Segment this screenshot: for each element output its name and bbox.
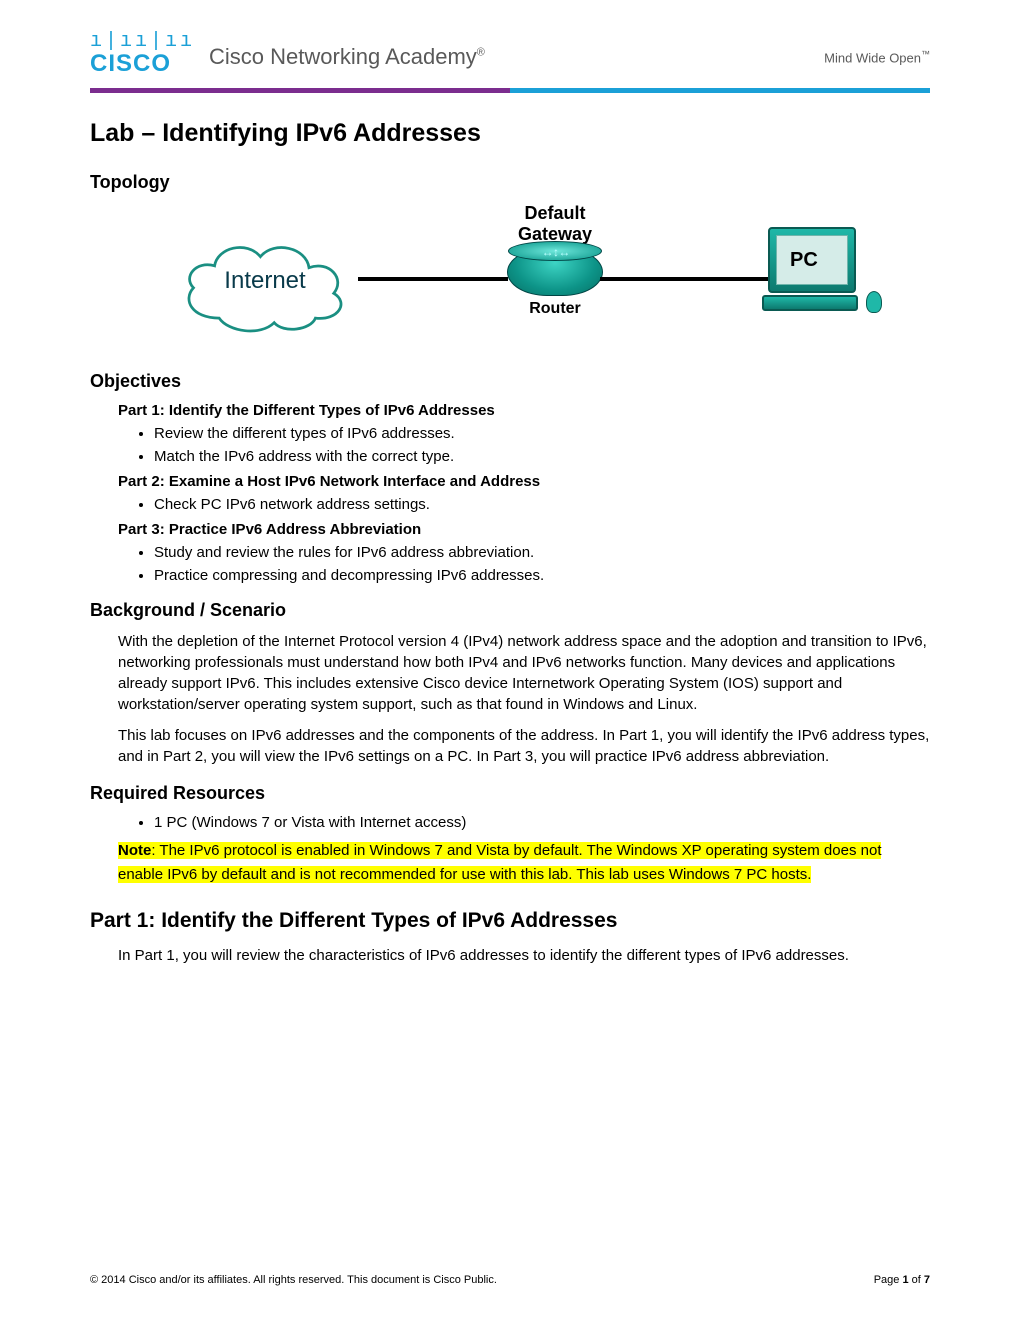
objectives-part2-title: Part 2: Examine a Host IPv6 Network Inte… [118, 473, 930, 490]
list-item: Study and review the rules for IPv6 addr… [154, 544, 930, 561]
background-heading: Background / Scenario [90, 600, 930, 621]
pc-label: PC [790, 249, 818, 272]
note-label: Note [118, 842, 151, 859]
cisco-bars-icon: ı|ıı|ıı [90, 36, 195, 48]
page-header: ı|ıı|ıı CISCO Cisco Networking Academy® … [90, 36, 930, 84]
resources-note: Note: The IPv6 protocol is enabled in Wi… [118, 839, 930, 887]
pc-icon: PC [750, 227, 880, 311]
topology-heading: Topology [90, 172, 930, 193]
part1-para: In Part 1, you will review the character… [118, 945, 930, 966]
objectives-part1-title: Part 1: Identify the Different Types of … [118, 402, 930, 419]
objectives-heading: Objectives [90, 371, 930, 392]
background-para2: This lab focuses on IPv6 addresses and t… [118, 725, 930, 767]
academy-text: Cisco Networking Academy [209, 44, 477, 69]
list-item: Practice compressing and decompressing I… [154, 567, 930, 584]
page-title: Lab – Identifying IPv6 Addresses [90, 119, 930, 148]
brand-logo: ı|ıı|ıı CISCO Cisco Networking Academy® [90, 36, 485, 78]
internet-cloud-icon: Internet [170, 231, 360, 341]
background-para1: With the depletion of the Internet Proto… [118, 631, 930, 715]
header-divider [90, 88, 930, 93]
list-item: Review the different types of IPv6 addre… [154, 425, 930, 442]
router-icon: Default Gateway ↔ ↕ ↔ Router [480, 203, 630, 318]
gateway-label-1: Default [524, 203, 585, 223]
tagline: Mind Wide Open [824, 50, 921, 65]
copyright-text: © 2014 Cisco and/or its affiliates. All … [90, 1274, 497, 1286]
list-item: 1 PC (Windows 7 or Vista with Internet a… [154, 814, 930, 831]
list-item: Check PC IPv6 network address settings. [154, 496, 930, 513]
page-number: Page 1 of 7 [874, 1274, 930, 1286]
brand-word: CISCO [90, 50, 171, 78]
list-item: Match the IPv6 address with the correct … [154, 448, 930, 465]
cloud-label: Internet [170, 267, 360, 295]
note-text: : The IPv6 protocol is enabled in Window… [118, 842, 881, 883]
page-footer: © 2014 Cisco and/or its affiliates. All … [90, 1274, 930, 1286]
topology-diagram: Internet Default Gateway ↔ ↕ ↔ Router PC [150, 203, 890, 353]
resources-heading: Required Resources [90, 783, 930, 804]
router-label: Router [480, 300, 630, 318]
part1-heading: Part 1: Identify the Different Types of … [90, 909, 930, 933]
objectives-part3-title: Part 3: Practice IPv6 Address Abbreviati… [118, 521, 930, 538]
